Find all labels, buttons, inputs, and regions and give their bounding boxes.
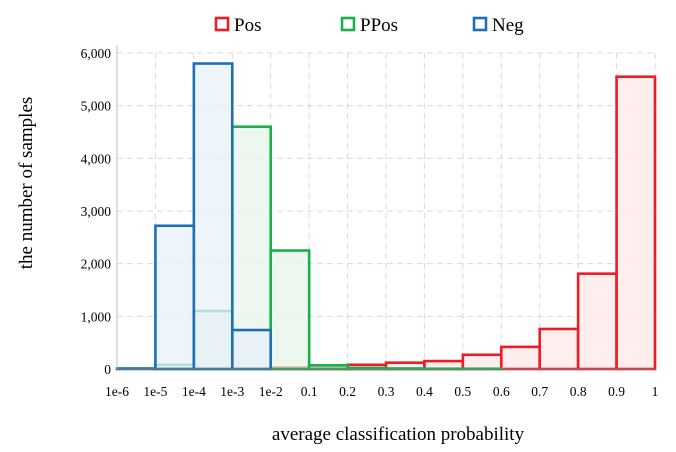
y-tick-label: 0 xyxy=(104,362,111,377)
legend-swatch-ppos xyxy=(340,16,356,32)
x-tick-label: 0.7 xyxy=(531,384,548,399)
tick-labels: 0 1,000 2,000 3,000 4,000 5,000 6,000 1e-6 1e-5 1… xyxy=(81,46,659,399)
bar-ppos xyxy=(307,364,349,371)
bar-neg xyxy=(192,62,234,371)
legend-item-neg: Neg xyxy=(472,15,524,36)
x-tick-label: 1e-6 xyxy=(105,384,129,399)
x-tick-label: 1e-5 xyxy=(143,384,167,399)
x-tick-label: 0.1 xyxy=(301,384,318,399)
bar-ppos xyxy=(269,249,311,371)
axes xyxy=(116,45,655,370)
y-axis-label: the number of samples xyxy=(16,97,37,270)
bar-pos xyxy=(499,345,542,371)
x-tick-label: 0.4 xyxy=(416,384,433,399)
legend-swatch-pos xyxy=(214,16,230,32)
x-axis-label: average classification probability xyxy=(272,424,525,445)
legend-label-pos: Pos xyxy=(234,15,261,36)
y-tick-label: 3,000 xyxy=(81,204,112,219)
bar-pos xyxy=(461,353,503,371)
legend-item-ppos: PPos xyxy=(340,15,398,36)
legend-item-pos: Pos xyxy=(214,15,261,36)
legend-label-ppos: PPos xyxy=(360,15,398,36)
x-tick-label: 0.9 xyxy=(608,384,625,399)
bar-pos xyxy=(538,327,580,371)
x-tick-label: 0.2 xyxy=(339,384,356,399)
x-tick-label: 0.3 xyxy=(378,384,395,399)
y-tick-label: 2,000 xyxy=(81,257,112,272)
x-tick-label: 0.8 xyxy=(570,384,587,399)
bar-pos xyxy=(615,75,657,371)
y-tick-label: 1,000 xyxy=(81,309,112,324)
legend: Pos PPos Neg xyxy=(214,15,524,36)
legend-swatch-neg xyxy=(472,16,488,32)
y-tick-label: 5,000 xyxy=(81,99,112,114)
x-tick-label: 1 xyxy=(652,384,659,399)
y-tick-label: 4,000 xyxy=(81,151,112,166)
x-tick-label: 1e-2 xyxy=(259,384,283,399)
bar-pos xyxy=(576,272,618,371)
bar-neg xyxy=(230,328,273,371)
x-tick-label: 0.6 xyxy=(493,384,510,399)
bar-neg xyxy=(154,224,196,371)
x-tick-label: 1e-4 xyxy=(182,384,206,399)
x-tick-label: 1e-3 xyxy=(220,384,244,399)
y-tick-label: 6,000 xyxy=(81,46,112,61)
x-tick-label: 0.5 xyxy=(454,384,471,399)
legend-label-neg: Neg xyxy=(492,15,524,36)
